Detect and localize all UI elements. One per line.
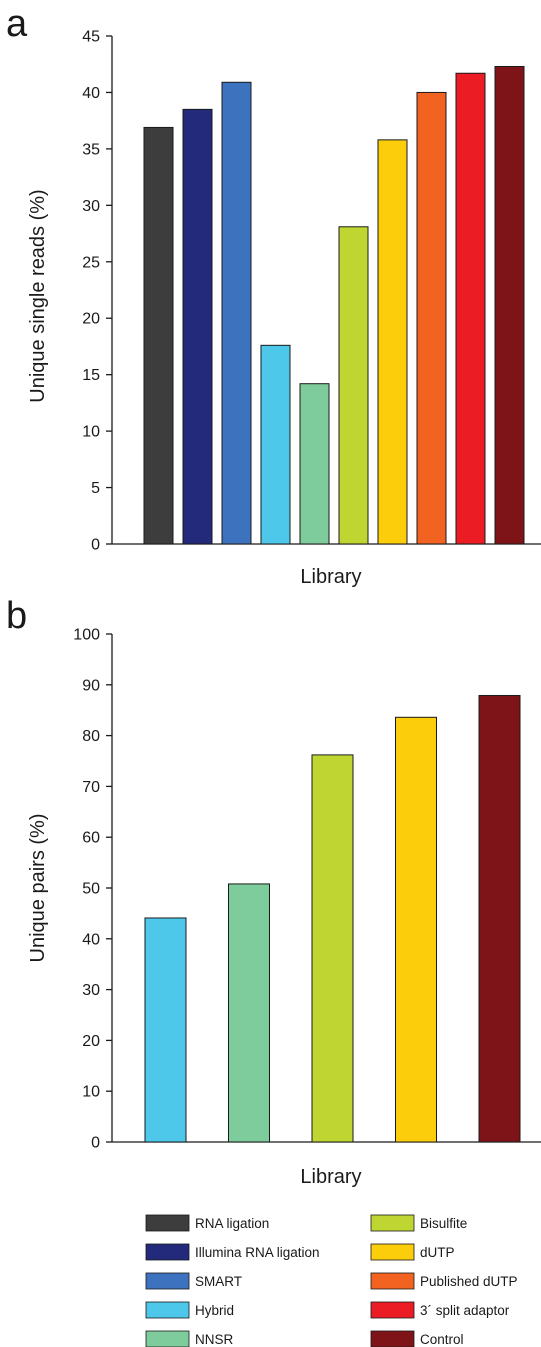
panel-b-y-tick-label: 10 <box>82 1084 100 1101</box>
legend: RNA ligation Illumina RNA ligation SMART Hy… <box>145 1214 518 1347</box>
legend-swatch <box>145 1243 190 1261</box>
panel-b-bar-nnsr <box>228 883 270 1143</box>
panel-a-y-tick-label: 30 <box>82 198 100 215</box>
legend-label: NNSR <box>195 1332 234 1347</box>
panel-a-y-tick-label: 15 <box>82 367 100 384</box>
legend-label: Hybrid <box>195 1303 234 1318</box>
panel-a-bar-illumina-rna-ligation <box>182 108 213 545</box>
panel-b: b Unique pairs (%) Library 0 10 20 30 40 50 60… <box>6 595 541 1188</box>
panel-a-bar-smart <box>221 81 252 545</box>
panel-a: a Unique single reads (%) Library 0 5 10 15… <box>6 3 541 588</box>
panel-b-y-tick-label: 40 <box>82 931 100 948</box>
legend-swatch <box>370 1243 415 1261</box>
panel-a-y-tick-label: 20 <box>82 311 100 328</box>
legend-swatch <box>370 1330 415 1347</box>
panel-a-bar-bisulfite <box>338 226 369 545</box>
panel-b-y-tick-label: 100 <box>73 627 100 644</box>
panel-a-bar-rna-ligation <box>143 126 174 545</box>
panel-a-bar-published-dutp <box>416 91 447 545</box>
panel-b-y-tick-label: 20 <box>82 1033 100 1050</box>
panel-b-bar-dutp <box>395 716 437 1143</box>
panel-a-y-tick-label: 25 <box>82 254 100 271</box>
legend-label: dUTP <box>420 1245 455 1260</box>
panel-a-x-axis-title: Library <box>300 566 361 588</box>
legend-swatch <box>370 1272 415 1290</box>
panel-a-letter: a <box>6 3 28 45</box>
panel-a-y-axis-title: Unique single reads (%) <box>27 189 49 402</box>
legend-label: 3´ split adaptor <box>420 1303 510 1318</box>
panel-b-x-axis-title: Library <box>300 1166 361 1188</box>
panel-b-bar-control <box>478 694 521 1143</box>
legend-label: SMART <box>195 1274 242 1289</box>
legend-swatch <box>145 1301 190 1319</box>
panel-b-y-tick-label: 90 <box>82 677 100 694</box>
panel-b-bar-bisulfite <box>311 754 354 1143</box>
legend-swatch <box>145 1214 190 1232</box>
legend-label: Published dUTP <box>420 1274 518 1289</box>
panel-b-letter: b <box>6 595 27 637</box>
legend-label: RNA ligation <box>195 1216 269 1231</box>
panel-a-bar-hybrid <box>260 344 291 545</box>
panel-b-bars <box>144 694 521 1143</box>
legend-label: Bisulfite <box>420 1216 467 1231</box>
panel-b-y-tick-label: 60 <box>82 830 100 847</box>
panel-b-axes: 0 10 20 30 40 50 60 70 80 90 100 <box>73 627 541 1152</box>
panel-a-y-tick-label: 35 <box>82 141 100 158</box>
panel-b-y-tick-label: 30 <box>82 982 100 999</box>
panel-b-y-tick-label: 70 <box>82 779 100 796</box>
panel-a-bar-3-split-adaptor <box>455 72 486 545</box>
panel-b-y-tick-label: 50 <box>82 881 100 898</box>
panel-a-bar-control <box>494 65 525 545</box>
panel-b-y-axis-title: Unique pairs (%) <box>27 814 49 963</box>
panel-a-bars <box>143 65 525 545</box>
legend-label: Control <box>420 1332 464 1347</box>
panel-a-y-tick-label: 5 <box>91 480 100 497</box>
panel-b-bar-hybrid <box>144 917 187 1143</box>
panel-a-y-tick-label: 10 <box>82 424 100 441</box>
legend-swatch <box>370 1301 415 1319</box>
panel-a-y-tick-label: 45 <box>82 29 100 46</box>
panel-a-bar-dutp <box>377 139 408 545</box>
panel-a-y-tick-label: 0 <box>91 537 100 554</box>
legend-swatch <box>145 1272 190 1290</box>
legend-swatch <box>145 1330 190 1347</box>
panel-b-y-tick-label: 80 <box>82 728 100 745</box>
panel-a-bar-nnsr <box>299 383 330 545</box>
legend-swatch <box>370 1214 415 1232</box>
panel-b-y-tick-label: 0 <box>91 1135 100 1152</box>
panel-a-y-tick-label: 40 <box>82 85 100 102</box>
legend-label: Illumina RNA ligation <box>195 1245 320 1260</box>
